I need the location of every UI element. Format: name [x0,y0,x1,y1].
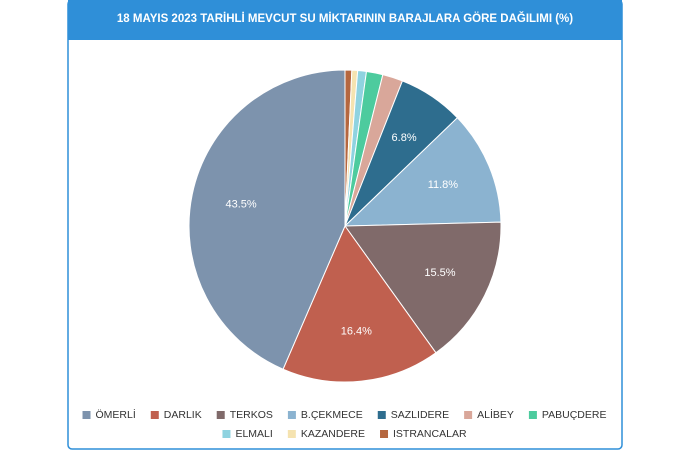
data-label: 43.5% [226,198,257,210]
pie-slice [343,117,502,227]
legend-label: ALİBEY [477,408,514,421]
legend-swatch [216,411,225,419]
legend-swatch [82,411,91,419]
legend-label: SAZLIDERE [391,409,449,421]
header [68,0,622,40]
legend-swatch [464,411,473,419]
legend-swatch [287,430,296,438]
data-label: 15.5% [424,267,455,279]
legend-swatch [377,411,386,419]
legend-label: KAZANDERE [301,428,365,440]
legend-label: ELMALI [235,428,272,440]
legend-label: B.ÇEKMECE [301,409,363,421]
data-label: 16.4% [341,325,372,337]
legend-label: PABUÇDERE [542,409,607,421]
legend-swatch [380,430,389,438]
legend-swatch [150,411,159,419]
pie-slice [188,69,346,370]
pie-slice [282,224,437,383]
legend-swatch [528,411,537,419]
data-label: 11.8% [428,179,459,191]
legend-label: ISTRANCALAR [393,428,467,440]
legend-swatch [222,430,231,438]
legend-label: DARLIK [164,409,202,421]
pie-slice [344,221,502,354]
legend-label: TERKOS [230,409,273,421]
legend-label: ÖMERLİ [96,408,136,421]
chart-title: 18 MAYIS 2023 TARİHLİ MEVCUT SU MİKTARIN… [117,12,573,25]
data-label: 6.8% [392,132,417,144]
legend-swatch [287,411,296,419]
